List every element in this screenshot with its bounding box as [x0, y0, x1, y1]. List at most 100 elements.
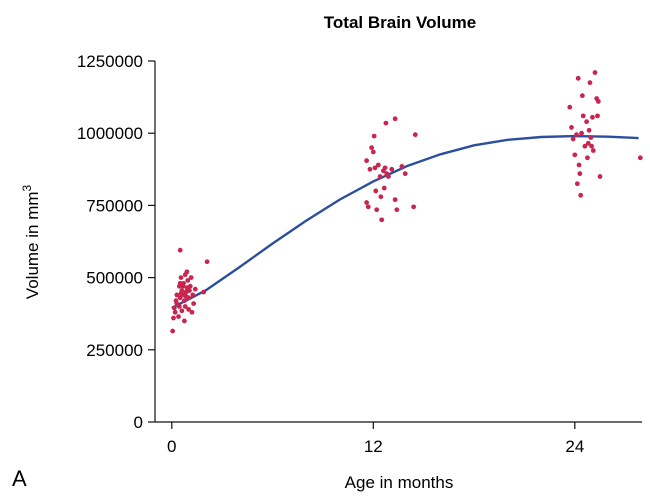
data-point — [375, 162, 381, 168]
data-point — [392, 197, 398, 203]
data-point — [586, 127, 592, 133]
data-point — [386, 174, 391, 179]
data-point — [176, 283, 182, 289]
data-point — [370, 149, 376, 155]
data-point — [373, 188, 379, 194]
x-tick-label: 12 — [364, 437, 383, 456]
data-point — [576, 162, 582, 168]
x-axis-label: Age in months — [345, 473, 454, 492]
fit-curve — [171, 134, 639, 309]
data-point — [191, 301, 197, 306]
data-point — [190, 292, 196, 298]
data-point — [582, 143, 588, 149]
data-point — [170, 328, 176, 334]
data-point — [187, 283, 193, 289]
data-point — [383, 120, 389, 126]
data-point — [577, 171, 583, 177]
y-tick-label: 0 — [134, 413, 143, 432]
data-point — [374, 207, 380, 213]
data-point — [369, 145, 375, 151]
data-point — [587, 80, 593, 86]
data-point — [595, 99, 601, 104]
data-point — [172, 309, 178, 315]
data-point — [365, 204, 371, 210]
data-point — [570, 136, 576, 142]
chart-title: Total Brain Volume — [324, 13, 476, 32]
y-axis-label: Volume in mm3 — [20, 184, 42, 299]
data-point — [575, 75, 581, 81]
data-point — [584, 119, 589, 125]
data-point — [590, 114, 595, 120]
data-point — [392, 116, 398, 122]
data-point — [178, 275, 184, 280]
data-point — [177, 295, 183, 301]
data-point — [569, 125, 574, 130]
data-point — [381, 185, 387, 191]
plot-area: 0 250000 500000 750000 1000000 1250000 0 12 24 — [77, 52, 643, 456]
data-point — [204, 259, 210, 265]
data-point — [590, 148, 596, 153]
data-point — [171, 305, 177, 311]
data-point — [364, 200, 369, 205]
data-point — [588, 135, 594, 140]
data-point — [379, 217, 385, 223]
data-point — [399, 164, 405, 169]
data-point — [574, 132, 579, 138]
data-point — [171, 315, 176, 321]
data-point — [367, 166, 373, 172]
data-point — [572, 152, 578, 158]
data-point — [394, 207, 400, 213]
panel-label: A — [12, 466, 27, 491]
data-point — [597, 174, 603, 179]
data-point — [637, 155, 643, 161]
data-point — [176, 314, 181, 319]
data-point — [371, 133, 377, 139]
x-tick-label: 0 — [167, 437, 176, 456]
y-tick-label: 1000000 — [77, 124, 143, 143]
data-point — [183, 293, 189, 299]
data-point — [389, 166, 395, 172]
data-point — [585, 140, 591, 146]
data-point — [192, 286, 198, 292]
data-point — [592, 70, 598, 75]
data-point — [411, 204, 417, 210]
data-point — [579, 93, 585, 99]
data-point — [181, 318, 187, 324]
data-point — [578, 192, 584, 198]
y-tick-label: 250000 — [86, 341, 143, 360]
data-point — [574, 181, 580, 187]
data-point — [589, 143, 595, 149]
data-point — [378, 194, 384, 200]
data-point — [182, 272, 188, 278]
y-axis-label-superscript: 3 — [20, 184, 34, 191]
data-point — [402, 171, 408, 177]
data-point — [185, 278, 191, 283]
y-tick-label: 1250000 — [77, 52, 143, 71]
data-point — [173, 298, 179, 304]
data-point — [188, 275, 194, 280]
data-point — [174, 292, 180, 298]
data-point — [201, 289, 207, 295]
data-point — [181, 298, 187, 304]
data-point — [187, 288, 192, 293]
data-point — [181, 280, 186, 286]
data-points — [170, 70, 643, 334]
y-tick-label: 750000 — [86, 196, 143, 215]
data-point — [364, 158, 369, 164]
x-tick-label: 24 — [565, 437, 584, 456]
data-point — [579, 130, 584, 136]
data-point — [372, 165, 378, 171]
y-tick-label: 500000 — [86, 269, 143, 288]
data-point — [176, 304, 182, 309]
data-point — [186, 306, 191, 312]
data-point — [377, 174, 383, 179]
data-point — [412, 132, 418, 138]
data-point — [189, 309, 195, 315]
data-point — [580, 113, 586, 119]
y-ticks: 0 250000 500000 750000 1000000 1250000 — [77, 52, 155, 432]
data-point — [595, 113, 600, 119]
x-ticks: 0 12 24 — [167, 422, 584, 456]
data-point — [177, 247, 183, 253]
data-point — [567, 104, 573, 110]
